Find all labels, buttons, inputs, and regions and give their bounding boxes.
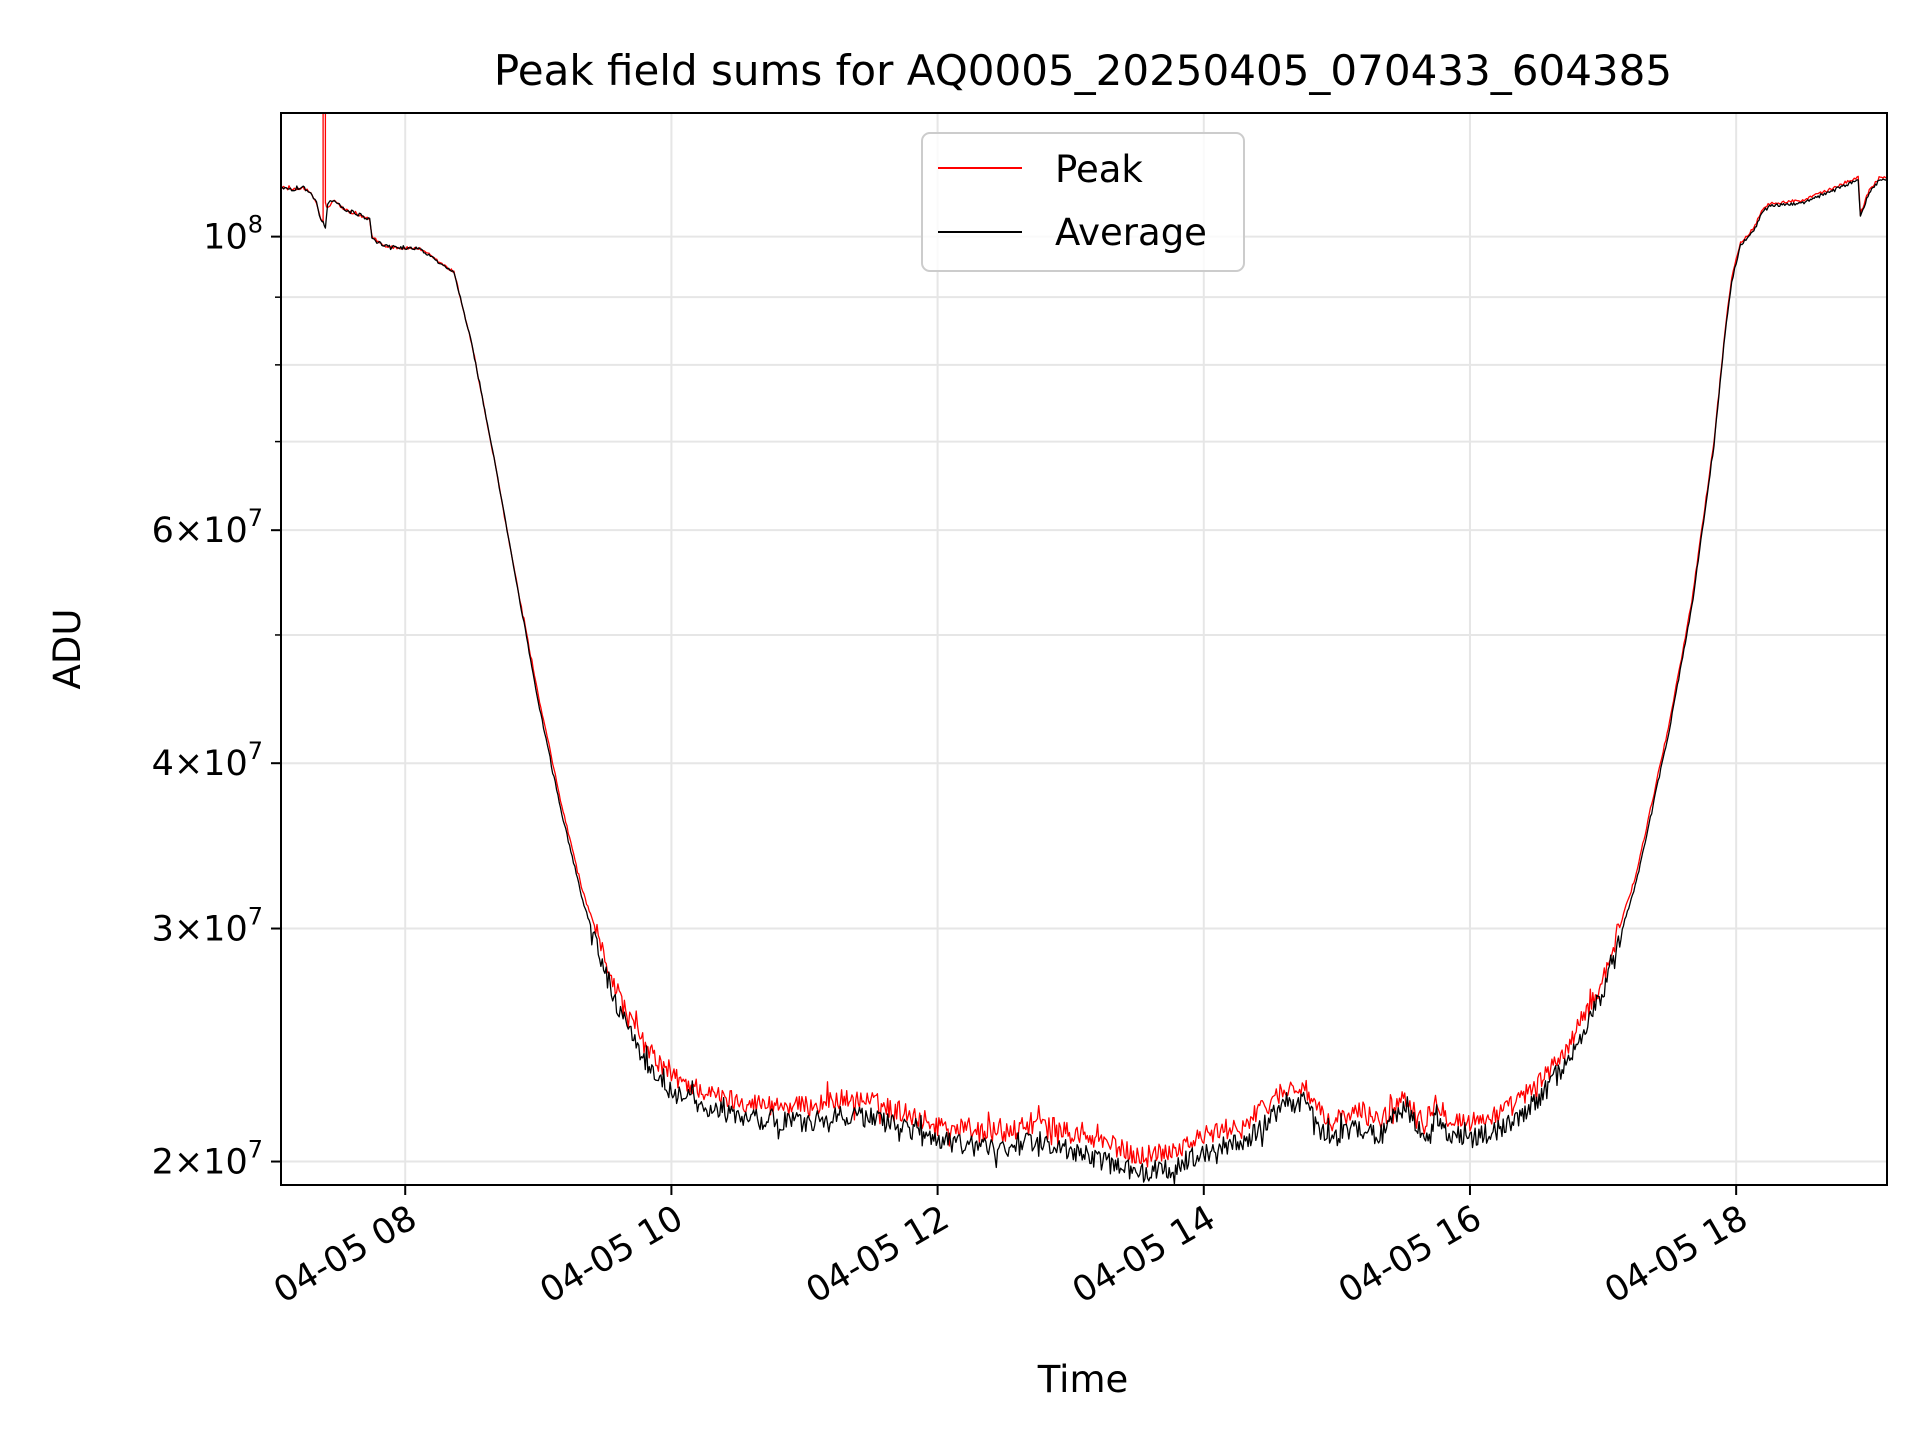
x-tick-label: 04-05 08	[267, 1198, 423, 1311]
legend-label-average: Average	[1055, 211, 1207, 254]
y-tick-label: 108	[203, 211, 263, 258]
grid	[281, 113, 1887, 1185]
chart-title: Peak field sums for AQ0005_20250405_0704…	[494, 46, 1672, 95]
legend-label-peak: Peak	[1055, 148, 1143, 191]
legend: Peak Average	[921, 132, 1245, 272]
y-axis: 2×107 3×107 4×107 6×107 108	[152, 211, 281, 1183]
y-tick-label: 4×107	[152, 737, 263, 784]
x-axis: 04-05 08 04-05 10 04-05 12 04-05 14 04-05 16…	[267, 1185, 1755, 1311]
x-tick-label: 04-05 18	[1598, 1198, 1754, 1311]
x-tick-label: 04-05 12	[800, 1198, 956, 1311]
y-tick-label: 6×107	[152, 504, 263, 551]
x-tick-label: 04-05 14	[1066, 1198, 1222, 1311]
y-tick-label: 3×107	[152, 903, 263, 950]
series-line-average	[281, 178, 1887, 1185]
x-axis-label: Time	[1037, 1358, 1129, 1401]
y-axis-label: ADU	[46, 609, 89, 690]
series-line-peak	[281, 113, 1887, 1168]
y-tick-label: 2×107	[152, 1136, 263, 1183]
series-layer	[281, 113, 1887, 1185]
plot-frame	[280, 112, 1888, 1186]
x-tick-label: 04-05 10	[534, 1198, 690, 1311]
x-tick-label: 04-05 16	[1332, 1198, 1488, 1311]
